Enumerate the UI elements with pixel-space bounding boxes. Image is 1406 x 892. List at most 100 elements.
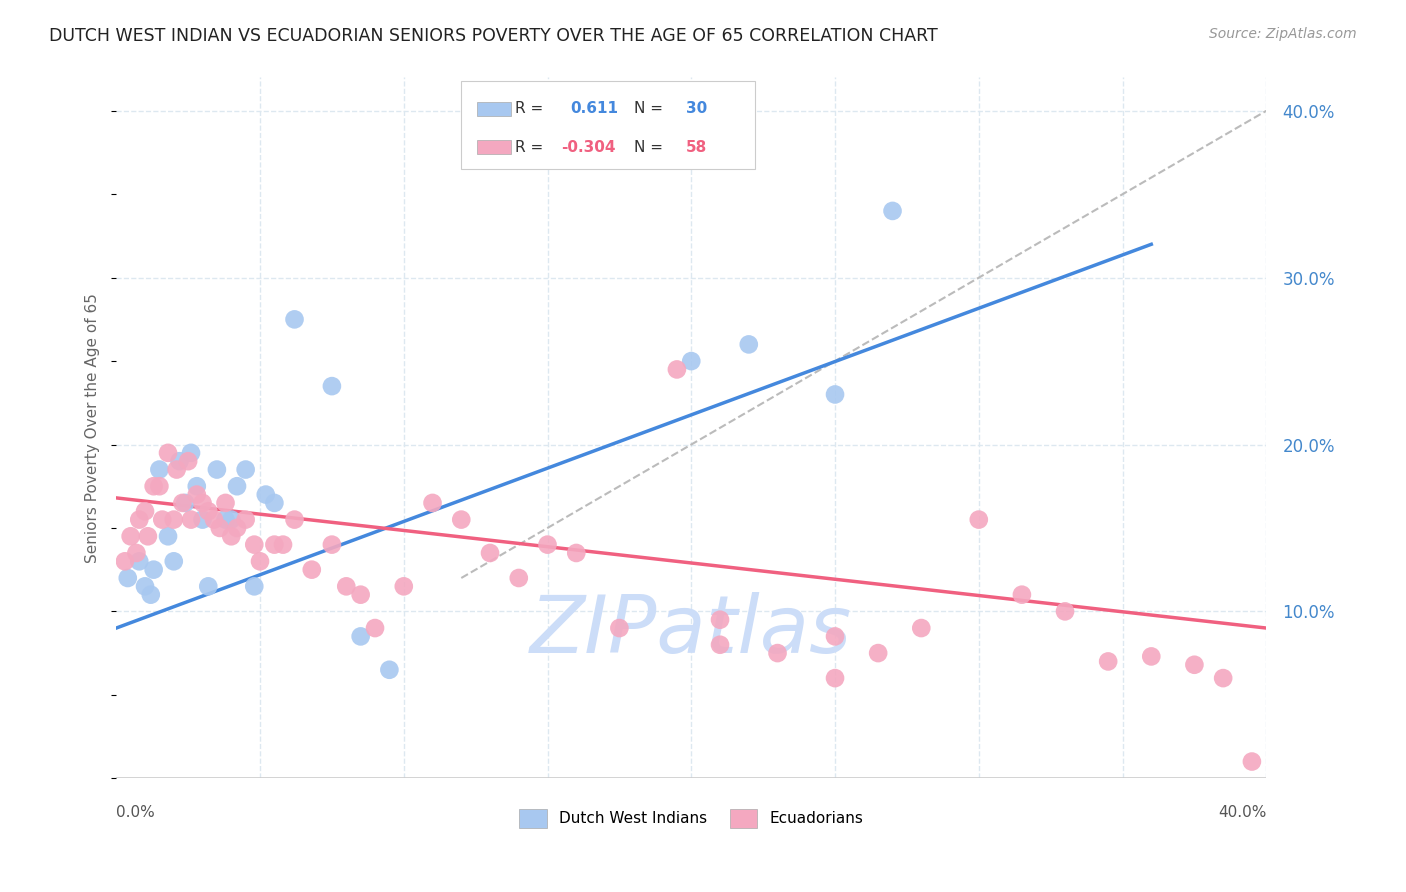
Point <box>125 546 148 560</box>
Point <box>335 579 357 593</box>
Point <box>191 513 214 527</box>
Point <box>180 513 202 527</box>
Point <box>882 203 904 218</box>
Point <box>283 513 305 527</box>
Text: N =: N = <box>634 101 662 116</box>
Point <box>450 513 472 527</box>
Text: 40.0%: 40.0% <box>1218 805 1267 820</box>
Point <box>508 571 530 585</box>
Text: 58: 58 <box>686 140 707 155</box>
FancyBboxPatch shape <box>478 102 510 116</box>
Point <box>1097 655 1119 669</box>
Point <box>219 529 242 543</box>
Point <box>208 521 231 535</box>
Point <box>214 513 236 527</box>
Point <box>148 479 170 493</box>
Point <box>868 646 890 660</box>
Point <box>197 579 219 593</box>
Point <box>226 479 249 493</box>
Point <box>142 563 165 577</box>
Point <box>157 529 180 543</box>
Point <box>163 554 186 568</box>
Text: 0.0%: 0.0% <box>117 805 155 820</box>
Point <box>665 362 688 376</box>
Point <box>301 563 323 577</box>
Point <box>1184 657 1206 672</box>
Point <box>824 671 846 685</box>
Point <box>219 513 242 527</box>
Point <box>205 462 228 476</box>
Point <box>202 513 225 527</box>
Point <box>1212 671 1234 685</box>
Point <box>350 629 373 643</box>
FancyBboxPatch shape <box>478 140 510 154</box>
Point <box>177 454 200 468</box>
Text: -0.304: -0.304 <box>561 140 616 155</box>
Point <box>128 513 150 527</box>
Y-axis label: Seniors Poverty Over the Age of 65: Seniors Poverty Over the Age of 65 <box>86 293 100 563</box>
Text: DUTCH WEST INDIAN VS ECUADORIAN SENIORS POVERTY OVER THE AGE OF 65 CORRELATION C: DUTCH WEST INDIAN VS ECUADORIAN SENIORS … <box>49 27 938 45</box>
Point <box>166 462 188 476</box>
Point <box>249 554 271 568</box>
Point <box>1140 649 1163 664</box>
Text: N =: N = <box>634 140 662 155</box>
Point <box>134 504 156 518</box>
Point <box>479 546 502 560</box>
Point <box>738 337 761 351</box>
Point <box>1240 755 1263 769</box>
Point <box>824 387 846 401</box>
Point <box>150 513 173 527</box>
Point <box>191 496 214 510</box>
Point <box>114 554 136 568</box>
Point <box>263 496 285 510</box>
Point <box>120 529 142 543</box>
Point <box>180 446 202 460</box>
Point <box>243 538 266 552</box>
Point <box>709 613 731 627</box>
Point <box>378 663 401 677</box>
Text: 30: 30 <box>686 101 707 116</box>
Point <box>321 538 343 552</box>
Point <box>117 571 139 585</box>
Point <box>139 588 162 602</box>
Text: Source: ZipAtlas.com: Source: ZipAtlas.com <box>1209 27 1357 41</box>
Point <box>186 487 208 501</box>
Point <box>243 579 266 593</box>
Point <box>172 496 194 510</box>
Point <box>226 521 249 535</box>
FancyBboxPatch shape <box>461 81 755 169</box>
Text: R =: R = <box>516 101 544 116</box>
Point <box>681 354 703 368</box>
Point <box>824 629 846 643</box>
Point <box>174 496 197 510</box>
Text: 0.611: 0.611 <box>571 101 619 116</box>
Point <box>163 513 186 527</box>
Point <box>364 621 387 635</box>
Point <box>565 546 588 560</box>
Point <box>609 621 631 635</box>
Point <box>709 638 731 652</box>
Point <box>235 462 257 476</box>
Point <box>392 579 415 593</box>
Point <box>967 513 990 527</box>
Point <box>128 554 150 568</box>
Point <box>1053 604 1076 618</box>
Point <box>1011 588 1033 602</box>
Point <box>910 621 932 635</box>
Point <box>350 588 373 602</box>
Point <box>422 496 444 510</box>
Point <box>263 538 285 552</box>
Point <box>321 379 343 393</box>
Point <box>148 462 170 476</box>
Point <box>536 538 558 552</box>
Point <box>283 312 305 326</box>
Point <box>134 579 156 593</box>
Point <box>186 479 208 493</box>
Point <box>197 504 219 518</box>
Point <box>142 479 165 493</box>
Point <box>271 538 294 552</box>
Point <box>136 529 159 543</box>
Point <box>169 454 191 468</box>
Point <box>235 513 257 527</box>
Point <box>766 646 789 660</box>
